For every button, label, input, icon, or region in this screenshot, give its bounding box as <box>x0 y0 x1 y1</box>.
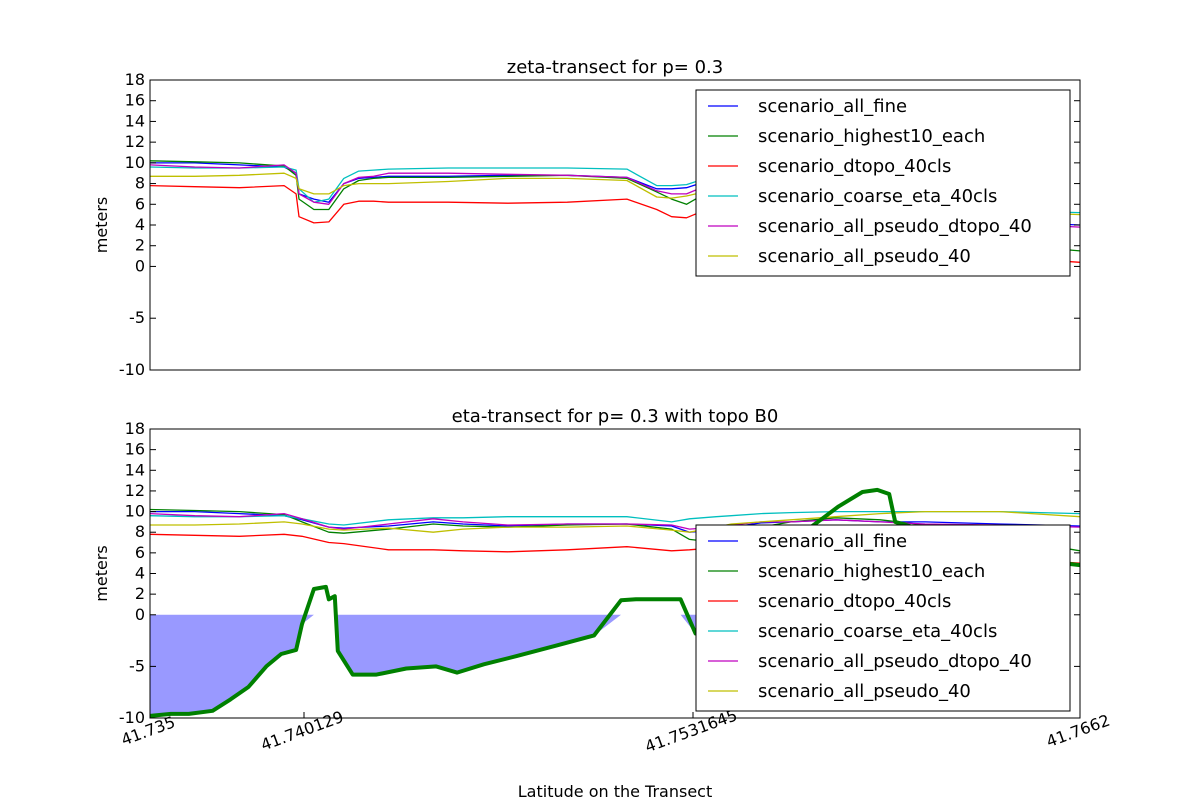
y-tick-label: 2 <box>135 236 145 255</box>
legend-entry: scenario_coarse_eta_40cls <box>758 186 997 207</box>
y-tick-label: 8 <box>135 522 145 541</box>
legend-entry: scenario_all_fine <box>758 531 907 552</box>
chart-title: eta-transect for p= 0.3 with topo B0 <box>452 406 779 427</box>
series-line-4 <box>150 512 1080 530</box>
water-fill <box>150 614 1080 716</box>
y-tick-label: 10 <box>125 153 145 172</box>
y-tick-label: 6 <box>135 194 145 213</box>
chart-title: zeta-transect for p= 0.3 <box>507 57 723 78</box>
legend-entry: scenario_coarse_eta_40cls <box>758 621 997 642</box>
y-tick-label: 14 <box>125 460 145 479</box>
y-tick-label: 4 <box>135 564 145 583</box>
y-tick-label: 12 <box>125 481 145 500</box>
y-tick-label: -5 <box>129 656 145 675</box>
y-tick-label: -5 <box>129 308 145 327</box>
legend-entry: scenario_highest10_each <box>758 561 985 582</box>
y-tick-label: 16 <box>125 91 145 110</box>
y-tick-label: 0 <box>135 256 145 275</box>
legend-box <box>695 524 1071 712</box>
y-tick-label: 4 <box>135 215 145 234</box>
y-tick-label: 16 <box>125 440 145 459</box>
legend-entry: scenario_all_pseudo_dtopo_40 <box>758 651 1032 672</box>
y-axis-label: meters <box>92 545 111 601</box>
legend-entry: scenario_dtopo_40cls <box>758 591 951 612</box>
legend-entry: scenario_all_fine <box>758 96 907 117</box>
y-tick-label: 10 <box>125 502 145 521</box>
series-line-5 <box>150 510 1080 533</box>
y-tick-label: -10 <box>119 708 145 727</box>
x-tick-label: 41.740129 <box>258 707 346 754</box>
legend-box <box>695 89 1071 277</box>
y-tick-label: 12 <box>125 132 145 151</box>
x-axis-label: Latitude on the Transect <box>518 782 713 800</box>
y-tick-label: 8 <box>135 174 145 193</box>
y-axis-label: meters <box>92 197 111 253</box>
legend-entry: scenario_all_pseudo_40 <box>758 246 971 267</box>
legend-entry: scenario_all_pseudo_dtopo_40 <box>758 216 1032 237</box>
y-tick-label: 6 <box>135 543 145 562</box>
legend: scenario_all_fine scenario_highest10_each… <box>695 89 1071 277</box>
y-tick-label: 0 <box>135 605 145 624</box>
y-tick-label: 2 <box>135 584 145 603</box>
y-tick-label: 14 <box>125 111 145 130</box>
y-tick-label: -10 <box>119 360 145 379</box>
y-tick-label: 18 <box>125 419 145 438</box>
x-tick-label: 41.7531645 <box>642 705 739 756</box>
legend-entry: scenario_dtopo_40cls <box>758 156 951 177</box>
topo-line <box>150 487 1080 718</box>
legend: scenario_all_fine scenario_highest10_each… <box>695 524 1071 712</box>
legend-entry: scenario_highest10_each <box>758 126 985 147</box>
y-tick-label: 18 <box>125 70 145 89</box>
legend-entry: scenario_all_pseudo_40 <box>758 681 971 702</box>
x-tick-label: 41.7662 <box>1044 711 1113 751</box>
